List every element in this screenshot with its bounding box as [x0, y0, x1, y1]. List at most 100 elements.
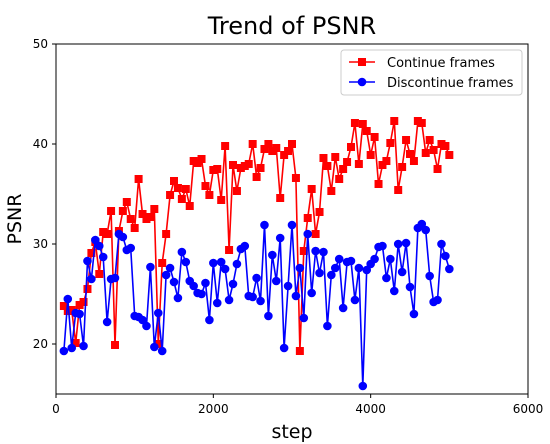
data-point-continue	[260, 145, 269, 153]
data-point-continue	[421, 149, 430, 157]
y-axis-title: PSNR	[4, 194, 26, 245]
data-point-continue	[201, 182, 210, 190]
data-point-continue	[67, 306, 76, 314]
data-point-discontinue	[386, 254, 395, 264]
data-point-discontinue	[98, 252, 108, 262]
y-tick-label: 40	[33, 137, 48, 151]
data-point-discontinue	[295, 263, 305, 273]
data-point-discontinue	[209, 258, 218, 268]
data-point-continue	[398, 163, 407, 171]
data-point-continue	[339, 165, 348, 173]
data-point-continue	[323, 162, 332, 170]
data-point-discontinue	[59, 346, 69, 356]
data-point-continue	[225, 246, 234, 254]
data-point-continue	[402, 136, 411, 144]
data-point-continue	[299, 247, 308, 255]
data-point-continue	[315, 208, 324, 216]
data-point-continue	[166, 191, 175, 199]
data-point-discontinue	[275, 233, 285, 243]
data-point-discontinue	[268, 250, 277, 260]
data-point-discontinue	[169, 277, 179, 287]
data-point-continue	[291, 174, 300, 182]
data-point-continue	[95, 270, 104, 278]
data-point-continue	[425, 136, 434, 144]
data-point-discontinue	[354, 263, 364, 273]
data-point-continue	[130, 224, 139, 232]
data-point-continue	[122, 198, 131, 206]
data-point-continue	[79, 298, 88, 306]
data-point-continue	[221, 142, 230, 150]
legend-label-continue: Continue frames	[387, 56, 495, 71]
data-point-discontinue	[173, 293, 183, 303]
data-point-discontinue	[157, 346, 167, 356]
data-point-continue	[303, 214, 312, 222]
legend-marker-discontinue	[357, 77, 367, 87]
data-point-continue	[162, 230, 171, 238]
x-tick-label: 4000	[355, 402, 386, 416]
data-point-discontinue	[126, 243, 136, 253]
data-point-discontinue	[67, 343, 77, 353]
data-point-discontinue	[83, 256, 92, 266]
data-point-continue	[327, 187, 336, 195]
data-point-continue	[248, 140, 257, 148]
data-point-continue	[366, 151, 375, 159]
data-point-continue	[103, 230, 112, 238]
data-point-continue	[217, 196, 226, 204]
y-tick-label: 20	[33, 337, 48, 351]
data-point-continue	[252, 173, 261, 181]
data-point-discontinue	[334, 254, 344, 264]
data-point-discontinue	[401, 238, 411, 248]
x-axis-title: step	[271, 421, 312, 443]
data-point-continue	[445, 151, 454, 159]
data-point-discontinue	[350, 295, 360, 305]
data-point-continue	[343, 158, 352, 166]
data-point-continue	[331, 153, 340, 161]
data-point-continue	[382, 157, 391, 165]
legend-label-discontinue: Discontinue frames	[387, 76, 514, 91]
data-point-discontinue	[279, 343, 289, 353]
data-point-discontinue	[75, 309, 84, 319]
data-point-continue	[170, 177, 178, 185]
legend-marker-continue	[358, 58, 366, 66]
data-point-discontinue	[389, 286, 399, 296]
data-point-discontinue	[409, 309, 419, 319]
data-point-continue	[288, 140, 296, 148]
data-point-continue	[347, 143, 355, 151]
data-point-continue	[362, 127, 371, 135]
legend: Continue frames Discontinue frames	[340, 49, 523, 96]
data-point-continue	[83, 285, 92, 293]
data-point-discontinue	[393, 239, 403, 249]
data-point-continue	[213, 165, 222, 173]
data-point-continue	[295, 347, 304, 355]
data-point-discontinue	[283, 281, 293, 291]
data-point-discontinue	[299, 313, 309, 323]
x-tick-label: 0	[52, 402, 60, 416]
data-point-continue	[134, 175, 143, 183]
data-point-discontinue	[323, 321, 332, 331]
data-point-discontinue	[264, 311, 273, 321]
data-point-continue	[111, 341, 119, 349]
data-point-discontinue	[405, 282, 415, 292]
data-point-continue	[244, 160, 253, 168]
data-point-discontinue	[146, 262, 155, 272]
data-point-discontinue	[220, 264, 230, 274]
legend-box	[340, 49, 523, 96]
y-tick-label: 50	[33, 37, 48, 51]
data-point-continue	[197, 155, 206, 163]
data-point-discontinue	[161, 270, 171, 280]
data-point-discontinue	[425, 271, 434, 281]
data-point-discontinue	[358, 381, 368, 391]
data-point-continue	[185, 202, 194, 210]
data-point-continue	[354, 160, 363, 168]
data-point-discontinue	[433, 295, 442, 305]
data-point-continue	[146, 213, 155, 221]
data-point-continue	[335, 175, 344, 183]
data-point-discontinue	[382, 273, 391, 283]
data-point-continue	[87, 249, 96, 257]
data-point-discontinue	[441, 251, 450, 261]
data-point-discontinue	[260, 220, 269, 230]
data-point-discontinue	[307, 288, 316, 298]
data-point-discontinue	[216, 257, 226, 267]
data-point-continue	[374, 180, 383, 188]
